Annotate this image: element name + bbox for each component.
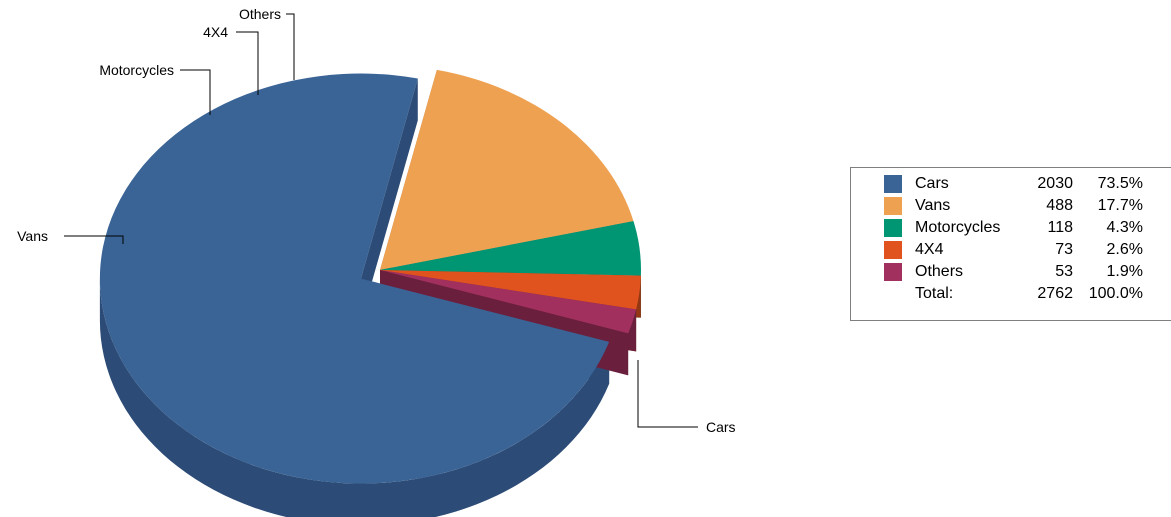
- leader-4x4: [236, 31, 259, 95]
- leader-cars: [637, 360, 698, 428]
- pie-label-layer: Cars Vans Motorcycles 4X4 Others: [17, 6, 735, 435]
- legend-total-row: Total: 2762 100.0%: [884, 283, 1143, 305]
- legend-table: Cars 2030 73.5% Vans 488 17.7% Motorcycles 118 4…: [884, 173, 1143, 305]
- leader-vans: [64, 235, 124, 244]
- legend-row-vans: Vans 488 17.7%: [884, 195, 1143, 217]
- slice-wall-cars-1: [360, 78, 418, 321]
- legend-percent-cars: 73.5%: [1097, 175, 1143, 192]
- legend-percent-motorcycles: 4.3%: [1106, 219, 1143, 236]
- legend-value-4x4: 73: [1055, 241, 1073, 258]
- legend-value-cars: 2030: [1037, 175, 1073, 192]
- legend-swatch-4x4: [884, 240, 902, 259]
- legend-label-motorcycles: Motorcycles: [915, 219, 1001, 236]
- leader-motorcycles: [180, 69, 211, 115]
- legend-label-others: Others: [915, 263, 964, 280]
- legend-percent-vans: 17.7%: [1097, 197, 1143, 214]
- label-others: Others: [239, 6, 281, 22]
- slice-cars: [99, 73, 610, 484]
- legend-swatch-motorcycles: [884, 218, 902, 237]
- slice-motorcycles: [380, 221, 641, 276]
- legend-label-vans: Vans: [915, 197, 951, 214]
- legend-row-others: Others 53 1.9%: [884, 261, 1143, 283]
- pie-chart: Cars Vans Motorcycles 4X4 Others: [17, 6, 736, 517]
- legend-row-4x4: 4X4 73 2.6%: [884, 239, 1143, 261]
- legend-swatch-others: [884, 262, 902, 281]
- legend-value-others: 53: [1055, 263, 1073, 280]
- slice-side-cars: [99, 278, 610, 517]
- chart-legend: Cars 2030 73.5% Vans 488 17.7% Motorcycles 118 4…: [850, 167, 1171, 321]
- legend-row-cars: Cars 2030 73.5%: [884, 173, 1143, 195]
- legend-percent-others: 1.9%: [1106, 263, 1143, 280]
- slice-others: [380, 270, 637, 334]
- legend-value-vans: 488: [1046, 197, 1073, 214]
- legend-value-motorcycles: 118: [1047, 219, 1073, 236]
- slice-4x4: [380, 270, 641, 310]
- slice-vans: [380, 69, 634, 270]
- label-vans: Vans: [17, 228, 48, 244]
- legend-label-cars: Cars: [915, 175, 949, 192]
- legend-percent-4x4: 2.6%: [1106, 241, 1143, 258]
- label-motorcycles: Motorcycles: [99, 62, 174, 78]
- legend-swatch-cars: [884, 174, 902, 193]
- legend-label-4x4: 4X4: [915, 241, 944, 258]
- legend-total-label: Total:: [915, 285, 954, 302]
- legend-total-percent: 100.0%: [1088, 285, 1143, 302]
- legend-total-value: 2762: [1037, 285, 1073, 302]
- pie-top-layer: [99, 69, 641, 484]
- label-cars: Cars: [706, 419, 736, 435]
- legend-swatch-vans: [884, 196, 902, 215]
- label-4x4: 4X4: [203, 24, 228, 40]
- leader-others: [286, 13, 295, 80]
- legend-row-motorcycles: Motorcycles 118 4.3%: [884, 217, 1143, 239]
